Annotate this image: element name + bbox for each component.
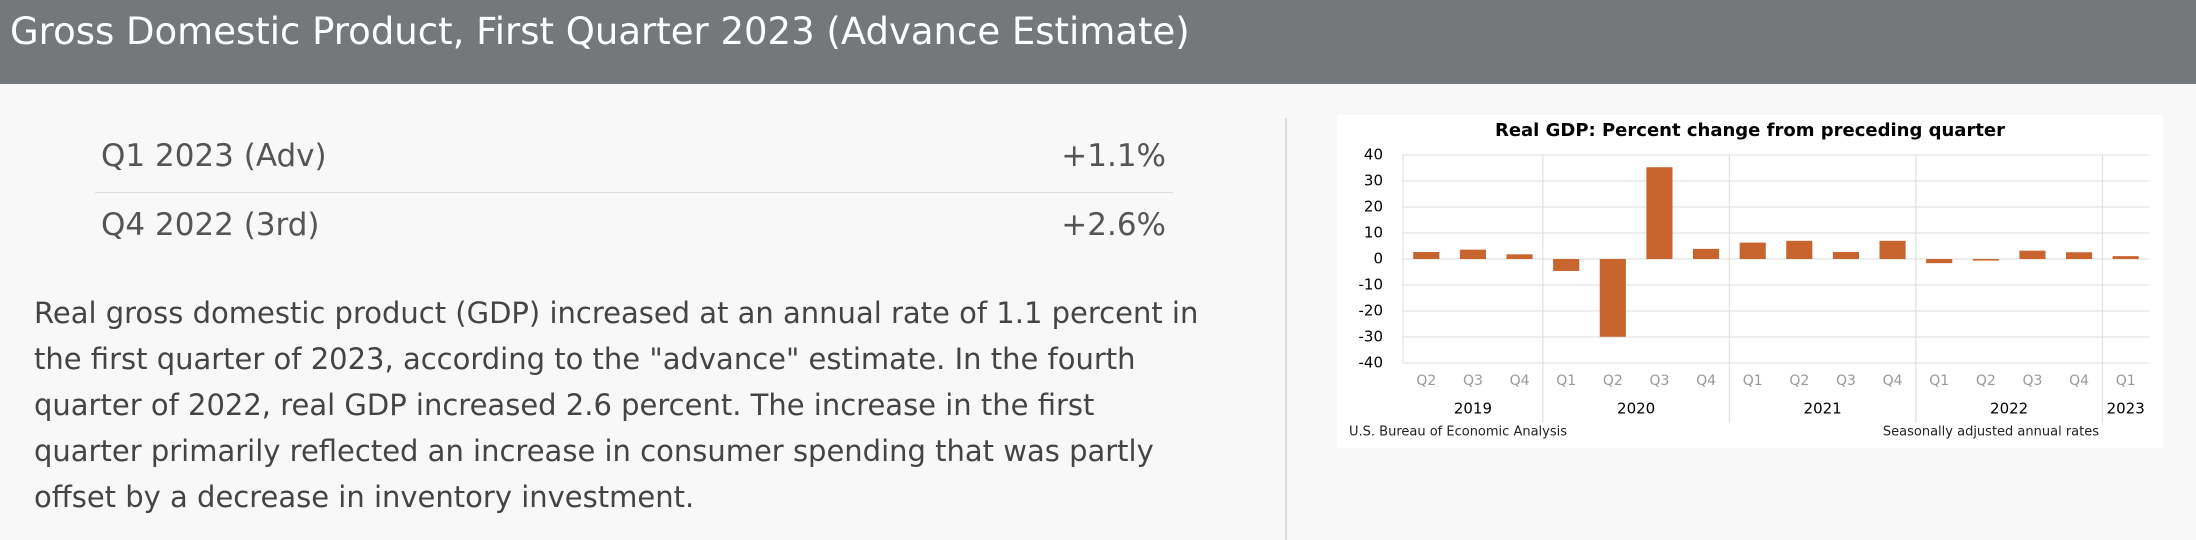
y-tick-label: 20 bbox=[1364, 198, 1383, 216]
chart-note: Seasonally adjusted annual rates bbox=[1883, 425, 2099, 440]
x-tick-label: Q3 bbox=[1649, 373, 1669, 389]
y-tick-label: 40 bbox=[1364, 146, 1383, 164]
x-tick-label: Q3 bbox=[1463, 373, 1483, 389]
bar bbox=[1693, 248, 1720, 259]
y-tick-label: -30 bbox=[1359, 328, 1384, 346]
section-divider bbox=[1285, 118, 1287, 540]
x-tick-label: Q4 bbox=[1883, 373, 1903, 389]
x-tick-label: Q3 bbox=[2022, 373, 2042, 389]
y-tick-label: -10 bbox=[1359, 276, 1384, 294]
x-tick-label: Q2 bbox=[1416, 373, 1436, 389]
year-label: 2021 bbox=[1804, 400, 1842, 418]
x-tick-label: Q1 bbox=[1929, 373, 1949, 389]
x-tick-label: Q4 bbox=[1510, 373, 1530, 389]
x-tick-label: Q2 bbox=[1603, 373, 1623, 389]
chart-title: Real GDP: Percent change from preceding … bbox=[1495, 120, 2005, 141]
chart-source: U.S. Bureau of Economic Analysis bbox=[1349, 425, 1567, 440]
page-title: Gross Domestic Product, First Quarter 20… bbox=[10, 10, 1190, 53]
row-label: Q4 2022 (3rd) bbox=[101, 207, 320, 243]
chart: Real GDP: Percent change from preceding … bbox=[1337, 115, 2163, 448]
y-tick-label: -40 bbox=[1359, 354, 1384, 372]
y-tick-label: 0 bbox=[1373, 250, 1383, 268]
y-tick-label: 30 bbox=[1364, 172, 1383, 190]
bar bbox=[1646, 167, 1673, 259]
year-label: 2020 bbox=[1617, 400, 1655, 418]
x-tick-label: Q3 bbox=[1836, 373, 1856, 389]
bar bbox=[2112, 256, 2139, 259]
row-label: Q1 2023 (Adv) bbox=[101, 138, 327, 174]
header: Gross Domestic Product, First Quarter 20… bbox=[0, 0, 2196, 84]
bar bbox=[2066, 252, 2093, 259]
y-tick-label: 10 bbox=[1364, 224, 1383, 242]
bar bbox=[1413, 251, 1440, 259]
bar bbox=[1879, 240, 1906, 259]
year-label: 2023 bbox=[2107, 400, 2145, 418]
summary-paragraph: Real gross domestic product (GDP) increa… bbox=[34, 296, 1199, 514]
x-tick-label: Q2 bbox=[1976, 373, 1996, 389]
bar bbox=[1972, 259, 1999, 261]
x-tick-label: Q2 bbox=[1789, 373, 1809, 389]
bar bbox=[1786, 240, 1813, 259]
y-tick-label: -20 bbox=[1359, 302, 1384, 320]
year-label: 2019 bbox=[1454, 400, 1492, 418]
x-tick-label: Q1 bbox=[2116, 373, 2136, 389]
x-tick-label: Q4 bbox=[1696, 373, 1716, 389]
bar bbox=[1926, 259, 1953, 264]
x-tick-label: Q1 bbox=[1743, 373, 1763, 389]
bar bbox=[1739, 242, 1766, 259]
row-divider bbox=[95, 192, 1173, 193]
year-label: 2022 bbox=[1990, 400, 2028, 418]
bar bbox=[1459, 249, 1486, 259]
row-value: +1.1% bbox=[1061, 138, 1166, 174]
x-tick-label: Q1 bbox=[1556, 373, 1576, 389]
bar bbox=[1599, 259, 1626, 337]
x-tick-label: Q4 bbox=[2069, 373, 2089, 389]
bar bbox=[1553, 259, 1580, 271]
bar bbox=[2019, 250, 2046, 259]
bar bbox=[1832, 251, 1859, 259]
row-value: +2.6% bbox=[1061, 207, 1166, 243]
bar bbox=[1506, 254, 1533, 259]
